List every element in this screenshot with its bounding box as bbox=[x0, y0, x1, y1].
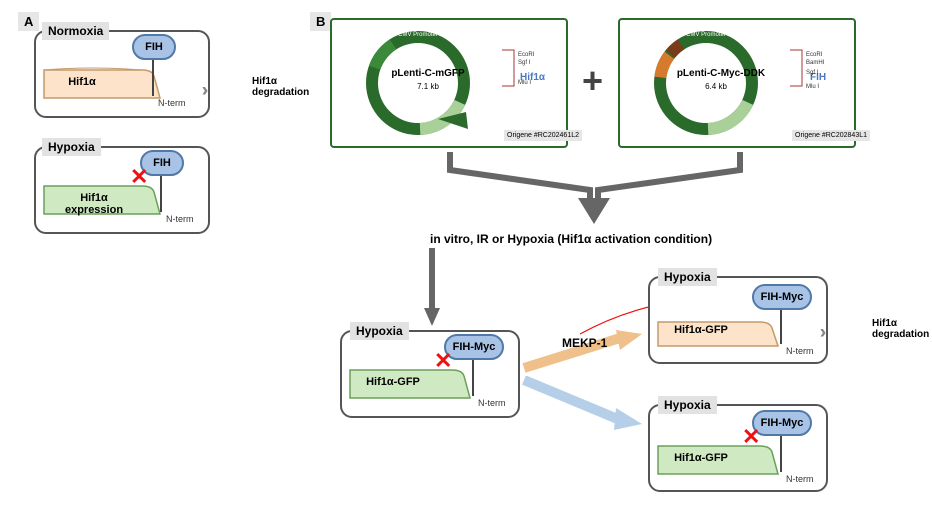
fih-connector-hypoxia-a bbox=[160, 176, 162, 212]
svg-text:BamHI: BamHI bbox=[806, 60, 825, 66]
svg-text:Mlu I: Mlu I bbox=[518, 80, 531, 86]
fih-connector-left bbox=[472, 360, 474, 396]
svg-text:CMV Promoter: CMV Promoter bbox=[398, 32, 438, 38]
hif-label-tr: Hif1α-GFP bbox=[668, 322, 734, 338]
cross-br: ✕ bbox=[742, 424, 760, 450]
svg-text:Mlu I: Mlu I bbox=[806, 84, 819, 90]
branch-arrow-bottom bbox=[520, 376, 650, 436]
svg-text:Sgf I: Sgf I bbox=[518, 60, 531, 66]
plasmid1-name: pLenti-C-mGFP bbox=[388, 68, 468, 79]
plasmid1-origene: Origene #RC202461L2 bbox=[504, 130, 582, 141]
fih-normoxia: FIH bbox=[132, 34, 176, 60]
hypoxia-left-title: Hypoxia bbox=[350, 322, 409, 340]
panel-b-label: B bbox=[310, 12, 331, 31]
nterm-normoxia: N-term bbox=[158, 98, 186, 108]
svg-text:CMV Promoter: CMV Promoter bbox=[686, 32, 726, 38]
fih-left: FIH-Myc bbox=[444, 334, 504, 360]
fih-tr: FIH-Myc bbox=[752, 284, 812, 310]
deg-text-tr: Hif1α degradation bbox=[872, 318, 930, 340]
fih-connector-normoxia bbox=[152, 60, 154, 96]
fih-br: FIH-Myc bbox=[752, 410, 812, 436]
hif-label-hypoxia-a: Hif1α expression bbox=[48, 190, 140, 218]
normoxia-title: Normoxia bbox=[42, 22, 109, 40]
hypoxia-br-title: Hypoxia bbox=[658, 396, 717, 414]
svg-text:EcoRI: EcoRI bbox=[806, 52, 823, 58]
svg-text:EcoRI: EcoRI bbox=[518, 52, 535, 58]
down-arrow-2 bbox=[422, 248, 442, 328]
converge-arrow bbox=[330, 150, 860, 230]
plasmid1-size: 7.1 kb bbox=[388, 82, 468, 91]
plasmid2-size: 6.4 kb bbox=[676, 82, 756, 91]
plasmid2-insert-bracket: EcoRI BamHI Sgf I Mlu I bbox=[786, 46, 834, 94]
plasmid2-origene: Origene #RC202843L1 bbox=[792, 130, 870, 141]
panel-a-label: A bbox=[18, 12, 39, 31]
deg-text-normoxia: Hif1α degradation bbox=[252, 76, 312, 98]
svg-text:Sgf I: Sgf I bbox=[806, 70, 819, 76]
plasmid1-insert-bracket: EcoRI Sgf I Mlu I bbox=[498, 46, 546, 94]
nterm-hypoxia-a: N-term bbox=[166, 214, 194, 224]
condition-caption: in vitro, IR or Hypoxia (Hif1α activatio… bbox=[430, 232, 712, 246]
fih-connector-tr bbox=[780, 310, 782, 344]
nterm-br: N-term bbox=[786, 474, 814, 484]
fih-connector-br bbox=[780, 436, 782, 472]
hif-label-br: Hif1α-GFP bbox=[668, 450, 734, 466]
cross-hypoxia-a: ✕ bbox=[130, 164, 148, 190]
hypoxia-a-title: Hypoxia bbox=[42, 138, 101, 156]
nterm-left: N-term bbox=[478, 398, 506, 408]
hif-label-left: Hif1α-GFP bbox=[360, 374, 426, 390]
hif-label-normoxia: Hif1α bbox=[58, 74, 106, 90]
hypoxia-tr-title: Hypoxia bbox=[658, 268, 717, 286]
plasmid2-name: pLenti-C-Myc-DDK bbox=[676, 68, 766, 79]
nterm-tr: N-term bbox=[786, 346, 814, 356]
cross-left: ✕ bbox=[434, 348, 452, 374]
mekp-label: MEKP-1 bbox=[562, 336, 607, 350]
plus-icon: + bbox=[582, 60, 603, 102]
